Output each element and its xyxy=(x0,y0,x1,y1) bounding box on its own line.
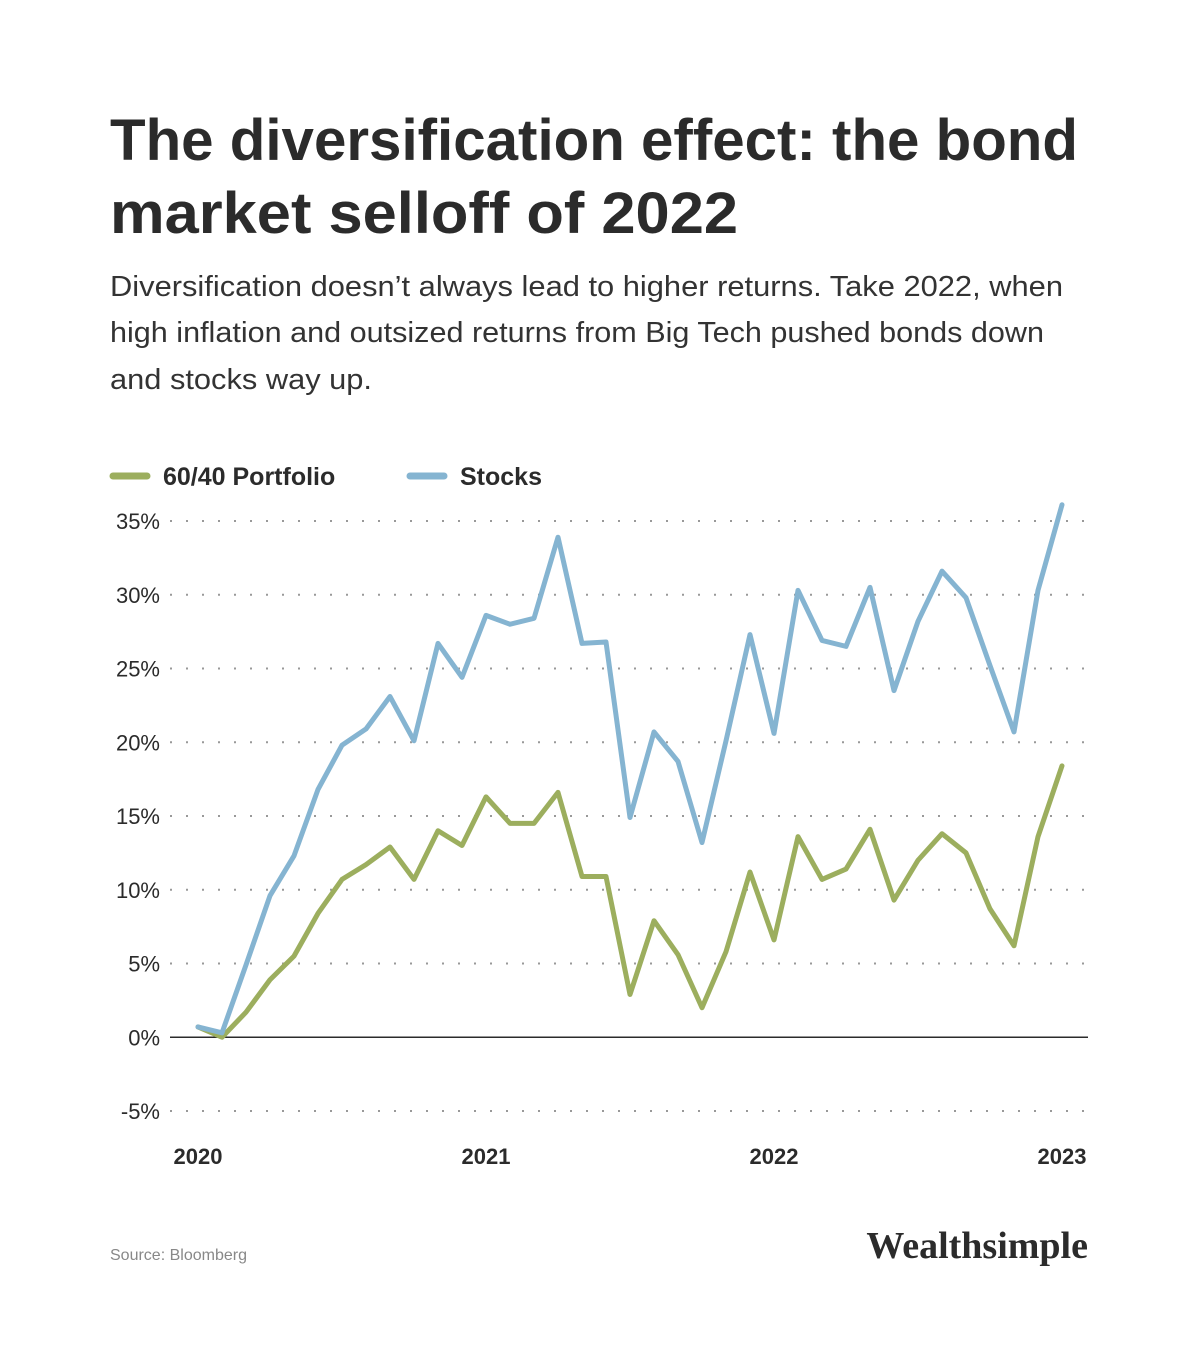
y-tick-label: 30% xyxy=(116,583,160,608)
x-tick-label: 2023 xyxy=(1038,1144,1087,1169)
subtitle: Diversification doesn’t always lead to h… xyxy=(110,271,1063,303)
y-tick-label: 25% xyxy=(116,657,160,682)
y-tick-label: 5% xyxy=(128,952,160,977)
y-tick-label: 10% xyxy=(116,878,160,903)
x-tick-label: 2020 xyxy=(174,1144,223,1169)
chart-title: market selloff of 2022 xyxy=(110,181,738,246)
y-tick-label: 20% xyxy=(116,730,160,755)
y-tick-label: -5% xyxy=(121,1099,160,1124)
legend-label: 60/40 Portfolio xyxy=(163,463,335,491)
x-tick-label: 2022 xyxy=(750,1144,799,1169)
subtitle: high inflation and outsized returns from… xyxy=(110,317,1044,349)
subtitle: and stocks way up. xyxy=(110,364,372,396)
source: Source: Bloomberg xyxy=(110,1247,247,1264)
series-line xyxy=(195,502,1065,1036)
chart-title: The diversification effect: the bond xyxy=(110,108,1078,173)
y-tick-label: 0% xyxy=(128,1025,160,1050)
y-tick-label: 15% xyxy=(116,804,160,829)
series-line xyxy=(195,763,1065,1040)
brand-logo: Wealthsimple xyxy=(866,1225,1088,1267)
x-tick-label: 2021 xyxy=(462,1144,511,1169)
legend-label: Stocks xyxy=(460,463,542,491)
y-tick-label: 35% xyxy=(116,509,160,534)
